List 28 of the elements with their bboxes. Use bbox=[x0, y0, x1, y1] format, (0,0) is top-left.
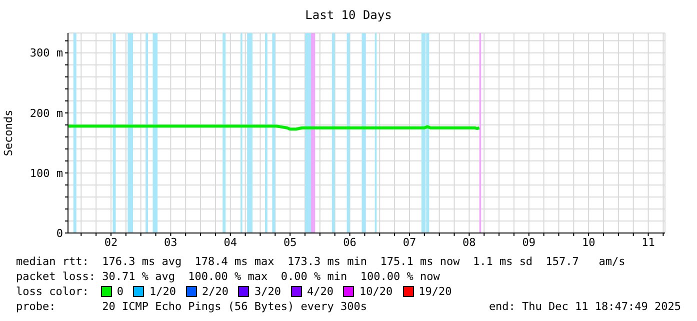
x-tick-label: 06 bbox=[343, 236, 356, 249]
y-tick-label: 300 m bbox=[30, 46, 64, 60]
y-tick-label: 200 m bbox=[30, 106, 64, 120]
x-tick-label: 11 bbox=[642, 236, 655, 249]
legend-label: 4/20 bbox=[306, 284, 334, 299]
legend-title: loss color: bbox=[16, 284, 89, 299]
legend-label: 0 bbox=[116, 284, 124, 299]
y-tick-label: 0 bbox=[56, 226, 63, 240]
y-tick-label: 100 m bbox=[30, 166, 64, 180]
legend-label: 10/20 bbox=[359, 284, 393, 299]
legend-label: 2/20 bbox=[202, 284, 228, 299]
x-tick-label: 05 bbox=[283, 236, 297, 249]
legend-label: 1/20 bbox=[149, 284, 176, 299]
text: packet loss: 30.71 % avg 100.00 % max 0.00 % min 100.00 % now bbox=[16, 269, 441, 284]
text: median rtt: 176.3 ms avg 178.4 ms max 173.3 ms min 175.1 ms now 1.1 ms sd 157.7 am/s bbox=[16, 254, 626, 269]
legend-label: 3/20 bbox=[254, 284, 281, 299]
chart-title: Last 10 Days bbox=[304, 8, 393, 22]
text: probe: 20 ICMP Echo Pings (56 Bytes) every 300s bbox=[16, 299, 367, 314]
x-tick-label: 09 bbox=[522, 236, 536, 249]
x-tick-label: 02 bbox=[104, 236, 118, 249]
x-tick-label: 04 bbox=[224, 236, 238, 249]
x-tick-label: 07 bbox=[402, 236, 416, 249]
legend-label: 19/20 bbox=[418, 284, 452, 299]
text: end: Thu Dec 11 18:47:49 2025 bbox=[488, 299, 681, 314]
x-tick-label: 08 bbox=[462, 236, 476, 249]
x-tick-label: 03 bbox=[164, 236, 178, 249]
x-tick-label: 10 bbox=[582, 236, 596, 249]
y-axis-title: Seconds bbox=[2, 110, 15, 156]
